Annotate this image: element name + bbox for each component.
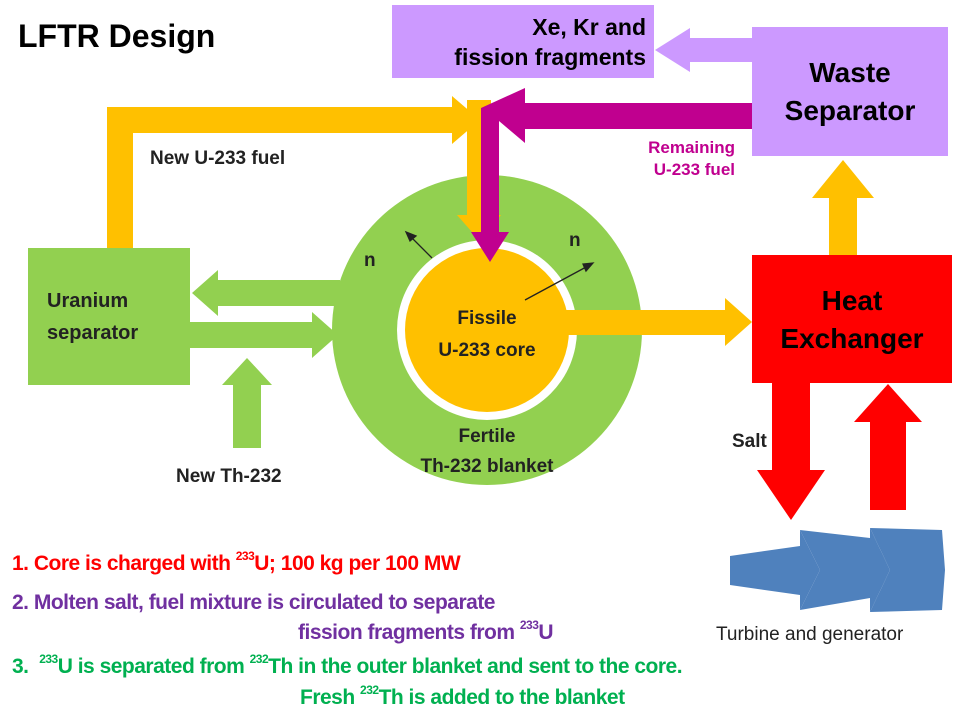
blanket-line1: Fertile [458,426,516,447]
note-2-text-b: U [538,621,554,644]
turbine-stage-1 [730,530,820,610]
page-title: LFTR Design [18,18,216,54]
heat-exchanger-box [752,255,952,383]
waste-separator-line2: Separator [784,95,916,126]
blanket-line2: Th-232 blanket [420,456,554,477]
xe-kr-line2: fission fragments [454,44,646,70]
note-2-line2: fission fragments from 233U [298,618,554,645]
blanket-to-separator-arrow [192,270,340,316]
fissile-core [405,248,569,412]
note-3-text-d: Fresh [300,686,361,709]
salt-down-arrow [757,383,825,520]
new-u233-label: New U-233 fuel [150,148,286,169]
note-3-text-a: 3. [12,655,40,678]
neutron-arrow-right [524,262,595,301]
note-3-line2: Fresh 232Th is added to the blanket [300,683,626,710]
heat-exchanger-line2: Exchanger [780,323,924,354]
heat-to-waste-arrow [812,160,874,255]
uranium-separator-line2: separator [47,322,139,344]
note-1: 1. Core is charged with 233U; 100 kg per… [12,549,461,576]
core-line1: Fissile [457,308,517,329]
note-2-text-a: fission fragments from [298,621,520,644]
remaining-fuel-label: Remaining U-233 fuel [600,137,735,181]
note-3-text-b: U is separated from [57,655,250,678]
neutron-arrow-left [404,230,433,259]
core-line2: U-233 core [438,340,536,361]
note-3-text-e: Th is added to the blanket [378,686,626,709]
xe-kr-line1: Xe, Kr and [532,14,646,40]
note-1-sup: 233 [235,549,255,563]
note-3-sup-2: 232 [249,652,269,666]
turbine-stage-2 [800,528,890,612]
xe-kr-label: Xe, Kr and fission fragments [392,12,646,72]
core-to-heat-exchanger-arrow [565,298,752,346]
remaining-line2: U-233 fuel [653,160,735,179]
note-3-sup-3: 232 [360,683,379,697]
waste-separator-line1: Waste [809,57,891,88]
waste-separator-label: Waste Separator [752,54,948,130]
new-th232-label: New Th-232 [176,466,282,487]
xe-kr-box [392,5,654,78]
uranium-separator-box [28,248,190,385]
turbine-stage-3 [870,528,945,612]
note-1-text-a: 1. Core is charged with [12,552,236,575]
new-u233-arrow [107,96,480,248]
note-3-text-c: Th in the outer blanket and sent to the … [268,655,683,678]
turbine-label: Turbine and generator [716,624,904,645]
note-2-line1: 2. Molten salt, fuel mixture is circulat… [12,591,496,614]
waste-to-xe-arrow [655,28,752,72]
core-label: Fissile U-233 core [407,303,567,367]
neutron-label-left: n [364,250,376,271]
salt-up-arrow [854,384,922,510]
uranium-separator-line1: Uranium [47,290,129,312]
uranium-separator-label: Uranium separator [47,285,138,349]
blanket-label: Fertile Th-232 blanket [397,422,577,482]
new-th232-arrow [222,358,272,448]
note-3-line1: 3. 233U is separated from 232Th in the o… [12,652,683,679]
neutron-label-right: n [569,230,581,251]
remaining-line1: Remaining [648,138,735,157]
waste-separator-box [752,27,948,156]
note-1-text-b: U; 100 kg per 100 MW [254,552,461,575]
remaining-fuel-arrow [471,88,752,262]
note-2-sup: 233 [519,618,539,632]
separator-to-blanket-arrow [190,312,338,358]
note-3-sup-1: 233 [39,652,58,666]
heat-exchanger-line1: Heat [821,285,883,316]
salt-label: Salt [732,431,767,452]
heat-exchanger-label: Heat Exchanger [752,282,952,358]
